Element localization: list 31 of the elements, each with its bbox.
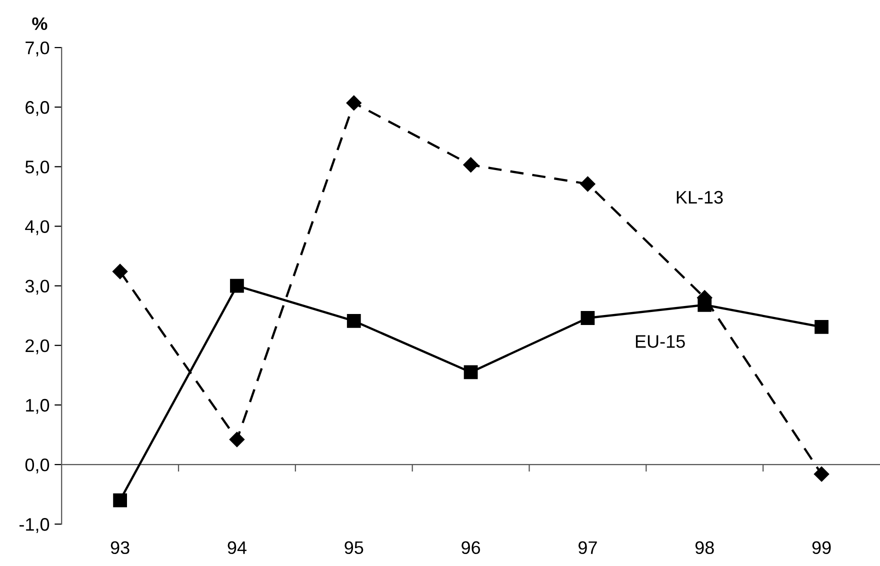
y-tick-label: 6,0 [26,101,50,116]
y-axis-title: % [32,17,48,30]
point [229,432,245,448]
point [814,320,828,334]
x-tick-label: 94 [228,541,246,554]
y-tick-label: 5,0 [25,160,50,176]
text: KL-13 [676,190,723,204]
y-tick-label: 1,0 [26,398,50,414]
y-tick-label: 3,0 [25,280,50,295]
point [113,493,127,508]
point [814,466,830,482]
point [580,311,595,325]
point [230,278,244,293]
x-tick-label: 96 [462,541,480,554]
x-tick-label: 99 [812,541,831,554]
y-tick-label: 7,0 [26,41,50,56]
x-tick-label: 98 [695,541,714,554]
series-label: EU-15 [636,335,685,348]
x-tick-label: 95 [344,541,364,554]
x-tick-label: 97 [578,541,597,554]
point [580,176,596,192]
point [346,95,362,111]
y-tick-label: 2,0 [26,339,50,354]
point [346,314,361,328]
y-tick-label: -1,0 [19,518,50,533]
point [464,365,478,380]
y-tick-label: 4,0 [25,220,50,236]
y-tick-label: 0,0 [25,458,50,474]
point [463,157,478,172]
x-tick-label: 93 [110,541,130,554]
point [112,264,128,280]
